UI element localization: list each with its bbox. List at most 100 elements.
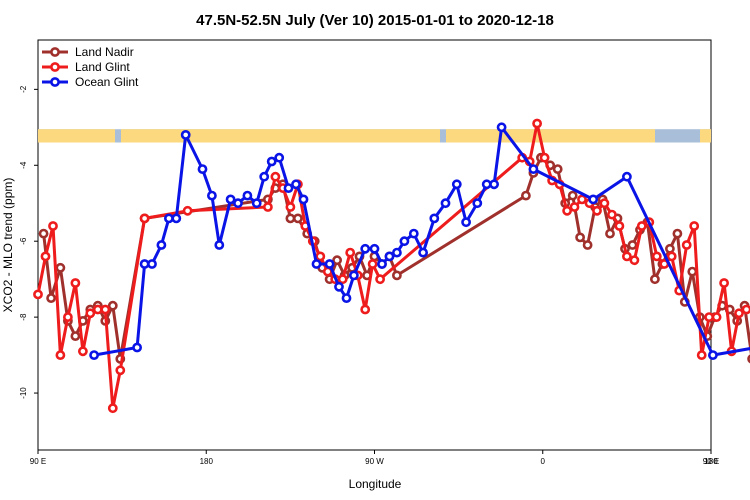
data-point-ocean-glint — [242, 190, 253, 201]
y-tick-label: -10 — [19, 387, 28, 399]
data-point-land-glint — [315, 251, 326, 262]
data-point-ocean-glint — [489, 179, 499, 190]
data-point-ocean-glint — [89, 350, 99, 360]
legend-item-ocean-glint: Ocean Glint — [42, 75, 139, 89]
data-point-land-glint — [48, 221, 58, 231]
data-point-ocean-glint — [341, 293, 352, 303]
data-point-ocean-glint — [311, 259, 322, 269]
data-point-land-glint — [115, 365, 126, 376]
data-point-ocean-glint — [132, 342, 142, 353]
x-tick-label: 90 E — [30, 457, 46, 466]
data-point-land-glint — [636, 221, 647, 231]
y-axis-ticks: -2 -4 -6 -8 -10 — [19, 85, 38, 399]
land-ocean-band — [38, 129, 711, 143]
data-point-land-glint — [85, 308, 96, 319]
data-point-ocean-glint — [147, 259, 157, 269]
data-point-land-nadir — [575, 232, 585, 243]
data-point-ocean-glint — [418, 247, 428, 258]
data-point-land-glint — [719, 278, 729, 288]
data-point-land-glint — [696, 350, 707, 360]
band-land-segment — [121, 129, 440, 143]
data-point-land-nadir — [55, 262, 66, 273]
series-line-ocean-glint — [93, 125, 750, 357]
data-point-land-glint — [360, 304, 371, 315]
data-point-land-nadir — [582, 240, 593, 250]
data-point-land-nadir — [285, 213, 296, 224]
band-land-segment — [700, 129, 711, 143]
data-point-land-nadir — [38, 228, 49, 239]
data-point-ocean-glint — [291, 179, 301, 190]
data-point-ocean-glint — [408, 228, 419, 239]
data-point-land-nadir — [292, 213, 303, 224]
legend-marker — [50, 62, 60, 72]
data-point-land-nadir — [665, 243, 675, 254]
data-point-land-glint — [562, 205, 572, 216]
data-point-ocean-glint — [214, 240, 225, 250]
data-point-land-glint — [139, 213, 150, 224]
data-point-land-glint — [577, 194, 587, 205]
x-tick-label: 0 — [541, 457, 546, 466]
data-point-ocean-glint — [528, 164, 539, 174]
data-point-land-glint — [375, 274, 385, 285]
data-point-land-glint — [100, 304, 111, 315]
x-tick-label: 90 E — [703, 457, 719, 466]
y-axis-label: XCO2 - MLO trend (ppm) — [1, 178, 15, 313]
data-point-land-glint — [78, 346, 88, 357]
data-point-ocean-glint — [496, 122, 507, 133]
data-point-ocean-glint — [384, 251, 395, 262]
data-point-land-nadir — [672, 228, 683, 239]
data-point-land-glint — [569, 202, 580, 212]
data-point-ocean-glint — [429, 213, 440, 224]
data-point-land-nadir — [605, 228, 615, 239]
data-point-ocean-glint — [274, 152, 285, 163]
band-land-segment — [38, 129, 115, 143]
data-point-ocean-glint — [440, 198, 451, 209]
data-point-ocean-glint — [472, 198, 483, 209]
data-point-land-glint — [55, 350, 66, 360]
data-point-land-glint — [262, 202, 273, 212]
series-land-nadir — [38, 152, 750, 364]
data-point-land-glint — [599, 198, 610, 209]
chart-title: 47.5N-52.5N July (Ver 10) 2015-01-01 to … — [196, 12, 554, 29]
x-axis-label: Longitude — [349, 477, 402, 491]
data-point-land-glint — [622, 251, 632, 262]
data-point-land-glint — [734, 308, 744, 319]
data-point-land-glint — [666, 251, 677, 262]
series-line-land-glint — [36, 122, 750, 410]
data-point-land-nadir — [70, 331, 81, 341]
data-point-land-glint — [285, 202, 296, 212]
y-tick-label: -6 — [19, 237, 28, 245]
data-point-land-nadir — [650, 274, 660, 285]
data-point-ocean-glint — [399, 236, 410, 247]
data-point-land-glint — [40, 251, 51, 262]
data-point-ocean-glint — [171, 213, 182, 224]
data-point-ocean-glint — [360, 243, 371, 254]
data-point-ocean-glint — [377, 259, 387, 269]
data-point-ocean-glint — [298, 194, 309, 205]
data-point-ocean-glint — [324, 259, 335, 269]
data-point-land-nadir — [521, 190, 531, 201]
legend-item-land-glint: Land Glint — [42, 60, 130, 74]
data-point-land-glint — [592, 205, 602, 216]
series-line-land-nadir — [42, 156, 750, 361]
data-point-land-nadir — [332, 255, 342, 266]
data-point-land-nadir — [107, 300, 118, 311]
data-point-land-glint — [614, 221, 625, 231]
x-tick-label: 90 W — [365, 457, 384, 466]
data-point-ocean-glint — [197, 164, 208, 174]
data-point-land-glint — [70, 278, 81, 288]
data-point-land-glint — [63, 312, 73, 322]
data-point-land-nadir — [567, 190, 578, 201]
data-point-land-glint — [741, 304, 750, 315]
band-land-segment — [446, 129, 655, 143]
data-point-land-glint — [367, 259, 378, 269]
data-point-land-glint — [711, 312, 722, 322]
data-point-ocean-glint — [391, 247, 402, 258]
data-point-ocean-glint — [369, 243, 380, 254]
data-point-ocean-glint — [266, 156, 277, 167]
data-point-ocean-glint — [622, 171, 632, 182]
legend-label: Ocean Glint — [75, 75, 139, 89]
data-point-ocean-glint — [334, 281, 344, 292]
